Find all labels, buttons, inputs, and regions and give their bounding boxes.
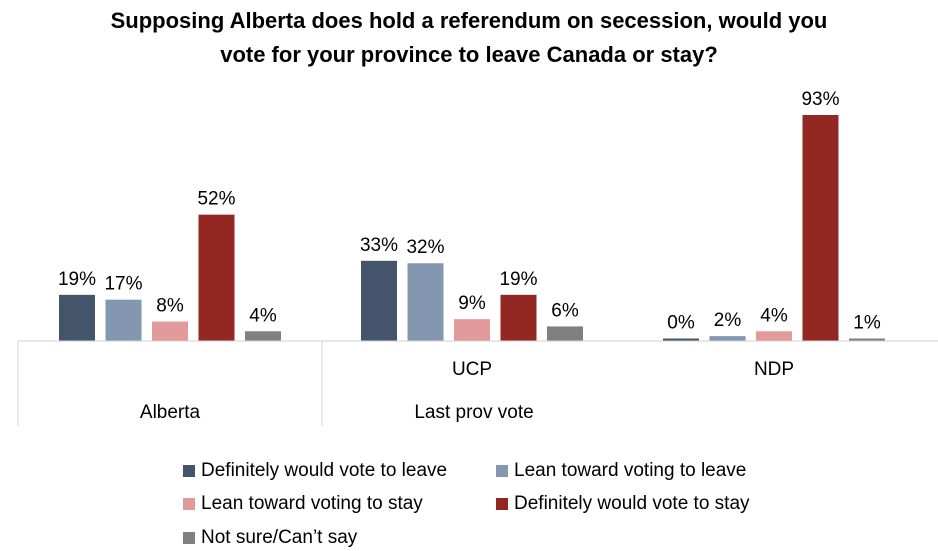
bar-ndp-0 (663, 338, 699, 341)
legend-item: Lean toward voting to leave (496, 460, 746, 482)
bar-ucp-1 (407, 263, 444, 341)
legend-swatch (183, 498, 195, 510)
data-label: 32% (406, 237, 444, 258)
bar-ndp-3 (802, 115, 839, 341)
data-label: 6% (551, 300, 579, 321)
legend-item: Definitely would vote to stay (496, 493, 750, 515)
legend-swatch (183, 465, 195, 477)
data-label: 19% (58, 269, 96, 290)
legend-item: Lean toward voting to stay (183, 493, 423, 515)
data-label: 4% (249, 305, 277, 326)
data-label: 1% (853, 313, 881, 334)
chart-title-line2: vote for your province to leave Canada o… (220, 42, 718, 67)
data-label: 17% (104, 274, 142, 295)
bar-ndp-2 (756, 331, 792, 341)
bar-ndp-1 (709, 336, 746, 341)
legend-swatch (496, 498, 508, 510)
data-label: 19% (499, 269, 537, 290)
bar-alberta-0 (59, 294, 95, 341)
bar-alberta-2 (152, 321, 188, 341)
bar-alberta-4 (245, 331, 281, 341)
legend-label: Lean toward voting to leave (514, 460, 747, 481)
legend-item: Not sure/Can’t say (183, 527, 357, 549)
bar-ucp-4 (547, 326, 583, 341)
chart-title-line1: Supposing Alberta does hold a referendum… (110, 8, 828, 33)
data-label: 2% (714, 310, 742, 331)
data-label: 93% (801, 89, 839, 110)
legend-swatch (496, 465, 508, 477)
data-label: 8% (156, 296, 184, 317)
category-label: UCP (452, 359, 492, 380)
legend-item: Definitely would vote to leave (183, 460, 447, 482)
bar-alberta-1 (105, 299, 142, 341)
bar-ucp-2 (454, 319, 490, 341)
legend-label: Definitely would vote to leave (201, 460, 448, 481)
bar-ndp-4 (849, 338, 885, 341)
bar-ucp-3 (500, 294, 537, 341)
legend-label: Lean toward voting to stay (201, 493, 423, 514)
data-label: 9% (458, 293, 486, 314)
category-label: NDP (754, 359, 794, 380)
data-label: 4% (760, 305, 788, 326)
data-label: 0% (667, 313, 695, 334)
legend-swatch (183, 532, 195, 544)
group-label: Last prov vote (414, 402, 533, 423)
data-label: 33% (360, 235, 398, 256)
legend-label: Definitely would vote to stay (514, 493, 750, 514)
bar-ucp-0 (361, 260, 397, 341)
data-label: 52% (197, 189, 235, 210)
bar-alberta-3 (198, 214, 235, 341)
legend-label: Not sure/Can’t say (201, 527, 358, 548)
category-label: Alberta (140, 402, 201, 423)
